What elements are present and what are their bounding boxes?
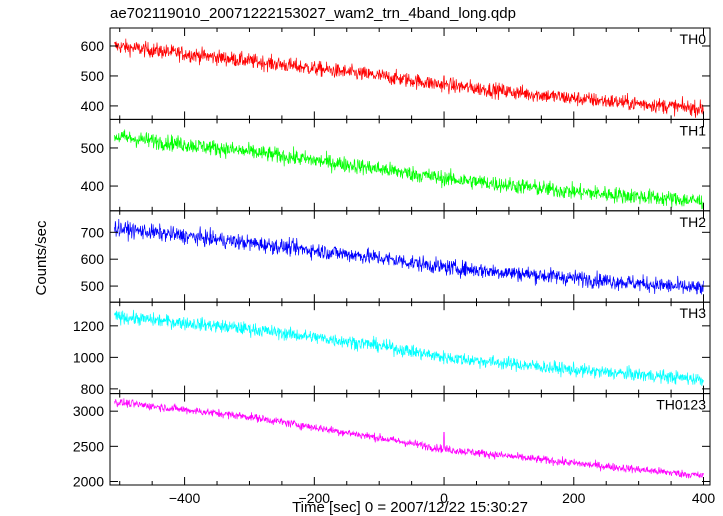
x-tick-label: −200: [299, 490, 331, 506]
panel-frame: [109, 301, 711, 395]
y-tick-label: 1000: [73, 349, 104, 365]
panel-th0: 400 500 600 TH0: [81, 27, 711, 120]
series-line-th2: [114, 218, 704, 296]
x-tick-label: 400: [692, 490, 716, 506]
panel-frame: [109, 118, 711, 212]
y-tick-label: 2000: [73, 473, 104, 489]
panel-label: TH3: [680, 305, 707, 321]
y-tick-label: 1200: [73, 318, 104, 334]
panel-label: TH1: [680, 122, 707, 138]
y-tick-label: 600: [81, 38, 105, 54]
panel-th1: 400 500 TH1: [81, 118, 711, 212]
x-tick-label: 0: [440, 490, 448, 506]
panel-th2: 500 600 700 TH2: [81, 210, 711, 303]
y-tick-label: 400: [81, 178, 105, 194]
panel-th0123: 2000 2500 3000 TH0123: [73, 393, 711, 489]
series-line-th0123: [114, 398, 704, 479]
y-axis-label: Counts/sec: [33, 220, 50, 296]
series-line-th0: [114, 38, 704, 118]
y-tick-label: 500: [81, 140, 105, 156]
y-tick-label: 500: [81, 68, 105, 84]
y-tick-label: 500: [81, 278, 105, 294]
y-tick-label: 3000: [73, 403, 104, 419]
x-tick-label: −400: [169, 490, 201, 506]
y-tick-label: 800: [81, 381, 105, 397]
y-tick-label: 400: [81, 98, 105, 114]
x-tick-label: 200: [562, 490, 586, 506]
panel-label: TH0: [680, 31, 707, 47]
panel-frame: [109, 27, 711, 120]
panel-th3: 800 1000 1200 TH3: [73, 301, 711, 397]
series-line-th3: [114, 309, 704, 387]
y-tick-label: 2500: [73, 438, 104, 454]
series-line-th1: [114, 129, 704, 210]
y-tick-label: 700: [81, 224, 105, 240]
panel-label: TH0123: [656, 397, 706, 413]
panel-frame: [109, 210, 711, 303]
y-tick-label: 600: [81, 251, 105, 267]
panel-label: TH2: [680, 214, 707, 230]
chart-title: ae702119010_20071222153027_wam2_trn_4ban…: [110, 5, 516, 22]
panel-frame: [109, 393, 711, 486]
x-axis-label: Time [sec] 0 = 2007/12/22 15:30:27: [292, 499, 528, 516]
